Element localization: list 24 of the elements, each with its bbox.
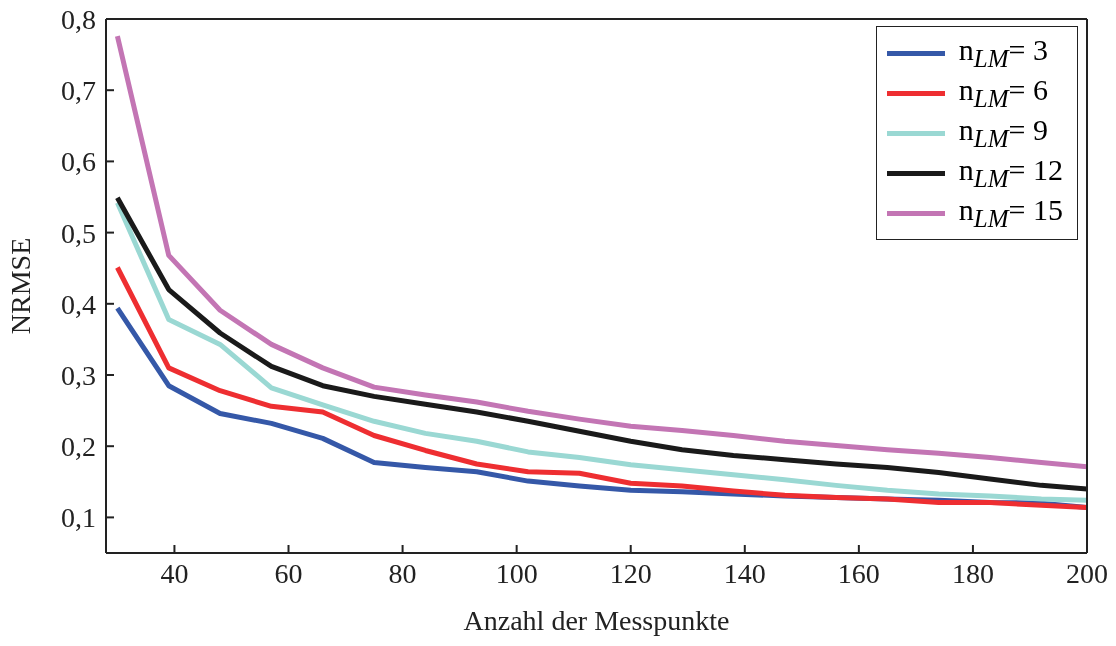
- legend-label: n$_{LM}$= 9: [958, 113, 1048, 153]
- legend-label: n$_{LM}$= 3: [958, 33, 1048, 73]
- x-tick-label: 200: [1066, 557, 1108, 589]
- y-tick-label: 0,6: [61, 146, 96, 178]
- legend-label: n$_{LM}$= 12: [958, 153, 1063, 193]
- legend-label: n$_{LM}$= 6: [958, 73, 1048, 113]
- x-tick-label: 100: [495, 557, 538, 589]
- x-tick-label: 80: [388, 557, 417, 589]
- y-tick-label: 0,1: [61, 502, 96, 534]
- y-tick-label: 0,5: [61, 217, 96, 249]
- y-tick-label: 0,7: [61, 75, 96, 107]
- x-tick-label: 40: [160, 557, 189, 589]
- y-tick-label: 0,4: [61, 288, 96, 320]
- y-tick-label: 0,3: [61, 359, 96, 391]
- x-tick-label: 160: [837, 557, 880, 589]
- x-tick-label: 140: [723, 557, 766, 589]
- x-tick-label: 180: [951, 557, 994, 589]
- legend-label: n$_{LM}$= 15: [958, 193, 1063, 233]
- y-tick-label: 0,8: [61, 3, 96, 35]
- x-tick-label: 60: [274, 557, 303, 589]
- x-axis-title: Anzahl der Messpunkte: [463, 605, 730, 636]
- y-tick-label: 0,2: [61, 431, 96, 463]
- x-tick-label: 120: [609, 557, 652, 589]
- y-axis-title: NRMSE: [4, 237, 36, 335]
